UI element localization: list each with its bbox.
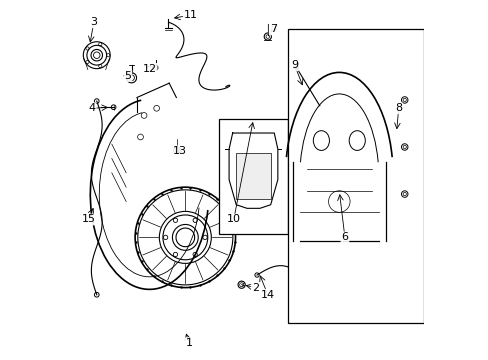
Text: 3: 3 — [90, 17, 97, 27]
Text: 9: 9 — [290, 60, 298, 70]
Text: 5: 5 — [124, 71, 131, 81]
Text: 12: 12 — [142, 64, 156, 74]
Ellipse shape — [313, 131, 329, 150]
Bar — [235, 153, 271, 199]
Text: 15: 15 — [81, 215, 95, 224]
Text: 6: 6 — [341, 232, 347, 242]
Text: 2: 2 — [251, 283, 258, 293]
Text: 11: 11 — [183, 10, 197, 20]
Text: 1: 1 — [185, 338, 192, 348]
Bar — [219, 119, 287, 234]
Text: 4: 4 — [88, 103, 96, 113]
Text: 7: 7 — [269, 24, 276, 35]
Text: 13: 13 — [173, 146, 186, 156]
Bar — [287, 30, 423, 323]
Text: 8: 8 — [394, 103, 402, 113]
Ellipse shape — [348, 131, 365, 150]
Text: 14: 14 — [260, 290, 274, 300]
Text: 10: 10 — [226, 215, 240, 224]
